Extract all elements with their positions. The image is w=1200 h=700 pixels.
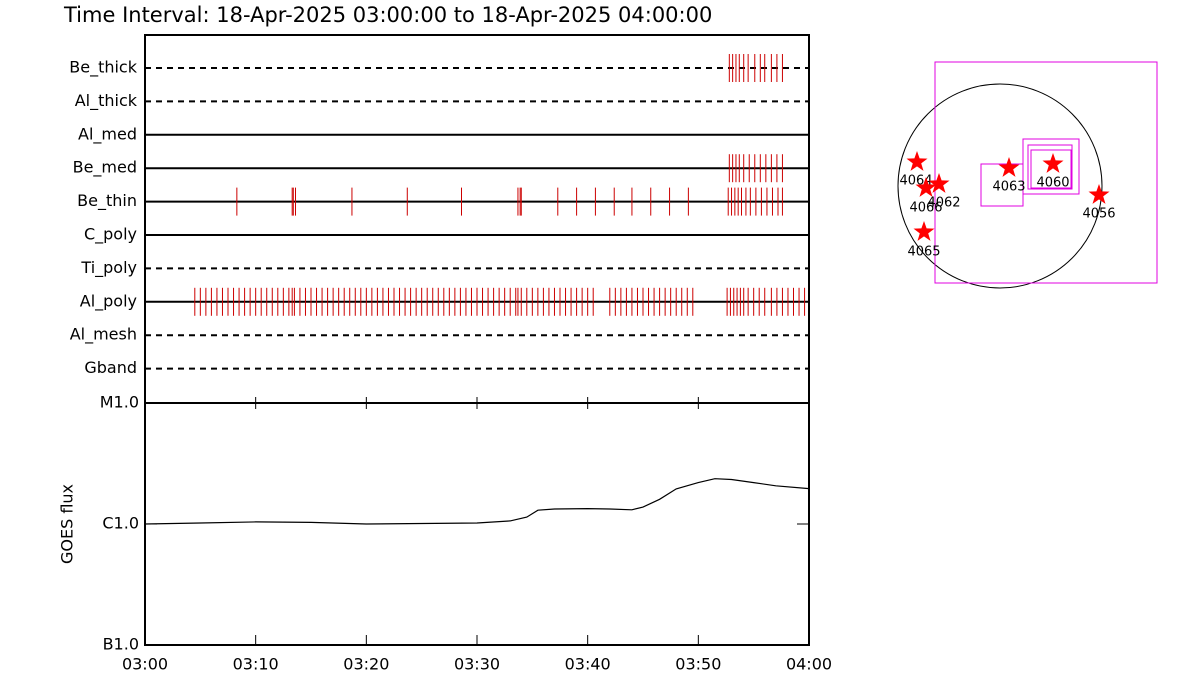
region-star <box>915 177 937 197</box>
row-label: Gband <box>84 358 137 377</box>
region-star <box>998 157 1020 177</box>
row-label: Ti_poly <box>80 258 137 278</box>
chart-title: Time Interval: 18-Apr-2025 03:00:00 to 1… <box>63 3 712 27</box>
sun-map <box>897 61 1158 289</box>
y-tick-label: B1.0 <box>103 635 139 654</box>
region-label: 4066 <box>909 201 942 216</box>
y-axis-label: GOES flux <box>58 484 77 564</box>
row-label: Be_med <box>73 158 137 178</box>
row-label: Al_mesh <box>70 325 137 345</box>
y-tick-label: M1.0 <box>100 393 139 412</box>
region-star <box>1042 153 1064 173</box>
x-tick-label: 03:00 <box>122 655 168 674</box>
region-star <box>913 221 935 241</box>
row-label: Be_thick <box>69 58 137 78</box>
y-tick-label: C1.0 <box>102 514 139 533</box>
x-tick-label: 04:00 <box>786 655 832 674</box>
filter-panel <box>144 34 810 404</box>
region-star <box>1088 184 1110 204</box>
row-label: Al_thick <box>75 91 138 111</box>
row-label: C_poly <box>84 225 137 245</box>
x-tick-label: 03:40 <box>565 655 611 674</box>
fov-box <box>1030 149 1072 189</box>
region-label: 4065 <box>907 245 940 260</box>
region-label: 4062 <box>927 196 960 211</box>
fov-box <box>1027 144 1073 190</box>
solar-limb <box>897 83 1103 289</box>
x-tick-label: 03:50 <box>675 655 721 674</box>
goes-panel <box>144 402 810 646</box>
x-tick-label: 03:30 <box>454 655 500 674</box>
x-tick-label: 03:10 <box>233 655 279 674</box>
region-star <box>928 173 950 193</box>
region-star <box>906 151 928 171</box>
region-label: 4063 <box>992 180 1025 195</box>
fov-box <box>1022 138 1080 195</box>
row-label: Al_poly <box>80 291 137 311</box>
row-label: Al_med <box>78 124 137 144</box>
goes-curve <box>144 478 810 525</box>
region-label: 4056 <box>1082 207 1115 222</box>
x-tick-label: 03:20 <box>343 655 389 674</box>
row-label: Be_thin <box>77 191 137 211</box>
fov-box <box>934 61 1158 284</box>
region-label: 4060 <box>1036 176 1069 191</box>
